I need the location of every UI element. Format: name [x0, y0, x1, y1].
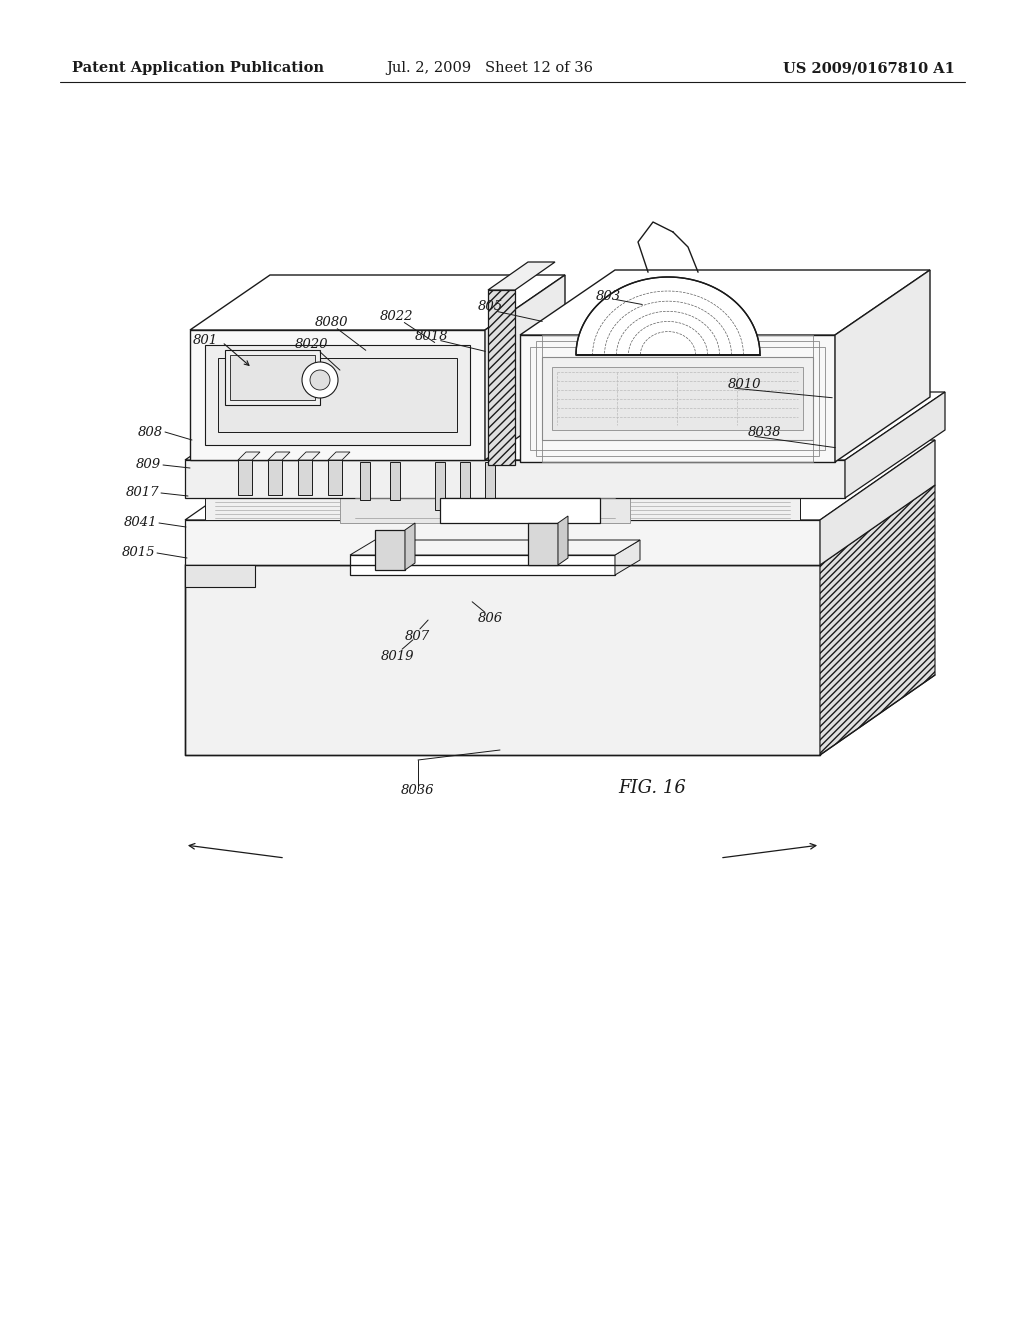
Polygon shape [218, 358, 457, 432]
Polygon shape [225, 350, 319, 405]
Polygon shape [845, 392, 945, 498]
Polygon shape [460, 462, 470, 510]
Text: 803: 803 [595, 289, 621, 302]
Text: 807: 807 [404, 630, 429, 643]
Polygon shape [190, 330, 485, 459]
Polygon shape [615, 540, 640, 576]
Text: 808: 808 [138, 425, 163, 438]
Polygon shape [268, 459, 282, 495]
Polygon shape [185, 459, 845, 498]
Circle shape [302, 362, 338, 399]
Polygon shape [835, 271, 930, 462]
Text: 8038: 8038 [748, 425, 781, 438]
Text: 8022: 8022 [380, 309, 414, 322]
Polygon shape [820, 440, 935, 565]
Polygon shape [185, 440, 935, 520]
Text: 8015: 8015 [122, 546, 155, 560]
Text: 8019: 8019 [381, 649, 415, 663]
Text: 8080: 8080 [315, 315, 349, 329]
Polygon shape [185, 484, 935, 565]
Polygon shape [485, 275, 565, 459]
Polygon shape [328, 459, 342, 495]
Polygon shape [375, 531, 406, 570]
Polygon shape [575, 277, 760, 355]
Polygon shape [350, 554, 615, 576]
Text: Jul. 2, 2009   Sheet 12 of 36: Jul. 2, 2009 Sheet 12 of 36 [386, 61, 594, 75]
Circle shape [310, 370, 330, 389]
Polygon shape [558, 516, 568, 565]
Polygon shape [298, 451, 319, 459]
Polygon shape [268, 451, 290, 459]
Polygon shape [350, 540, 640, 554]
Text: US 2009/0167810 A1: US 2009/0167810 A1 [783, 61, 955, 75]
Polygon shape [435, 462, 445, 510]
Text: 8018: 8018 [416, 330, 449, 342]
Text: 8020: 8020 [295, 338, 329, 351]
Polygon shape [230, 355, 315, 400]
Polygon shape [485, 462, 495, 500]
Text: 801: 801 [193, 334, 218, 346]
Polygon shape [205, 498, 800, 520]
Text: 806: 806 [477, 611, 503, 624]
Polygon shape [390, 462, 400, 500]
Polygon shape [360, 462, 370, 500]
Polygon shape [185, 392, 945, 459]
Polygon shape [298, 459, 312, 495]
Polygon shape [520, 335, 835, 462]
Polygon shape [406, 523, 415, 570]
Polygon shape [185, 565, 255, 587]
Polygon shape [440, 498, 600, 523]
Polygon shape [520, 271, 930, 335]
Polygon shape [185, 520, 820, 565]
Polygon shape [542, 356, 813, 440]
Polygon shape [238, 459, 252, 495]
Text: Patent Application Publication: Patent Application Publication [72, 61, 324, 75]
Polygon shape [552, 367, 803, 430]
Polygon shape [528, 523, 558, 565]
Polygon shape [328, 451, 350, 459]
Text: 8036: 8036 [401, 784, 435, 796]
Text: FIG. 16: FIG. 16 [618, 779, 686, 797]
Text: 8041: 8041 [124, 516, 157, 529]
Polygon shape [238, 451, 260, 459]
Polygon shape [340, 492, 630, 523]
Polygon shape [488, 261, 555, 290]
Polygon shape [185, 565, 820, 755]
Polygon shape [190, 275, 565, 330]
Text: 805: 805 [477, 301, 503, 314]
Text: 809: 809 [136, 458, 161, 471]
Polygon shape [205, 345, 470, 445]
Polygon shape [820, 484, 935, 755]
Text: 8017: 8017 [126, 487, 159, 499]
Text: 8010: 8010 [728, 379, 762, 392]
Polygon shape [488, 290, 515, 465]
